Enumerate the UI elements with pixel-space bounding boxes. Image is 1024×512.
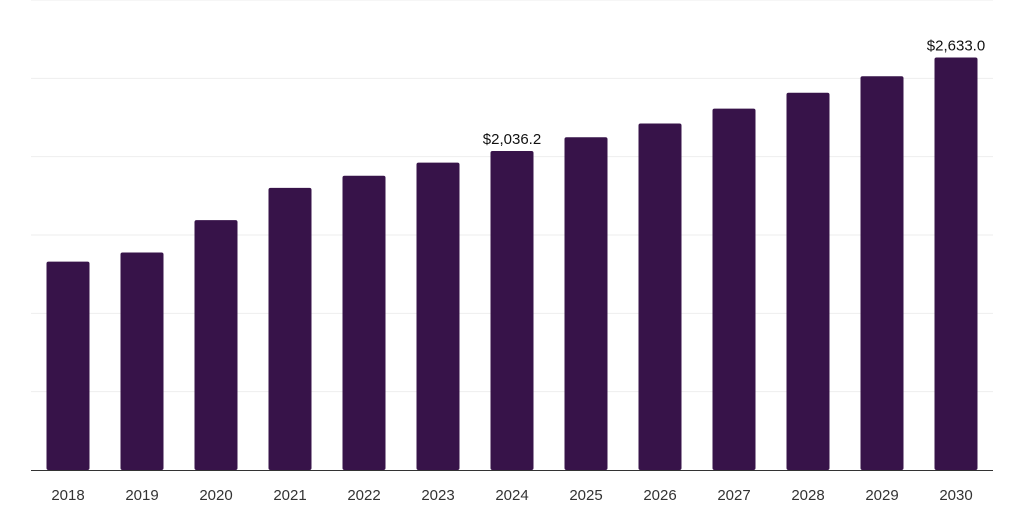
bar-2030[interactable] — [934, 57, 978, 470]
bar-2029[interactable] — [860, 76, 904, 471]
x-tick-label-2024: 2024 — [495, 487, 528, 504]
x-tick-label-2023: 2023 — [421, 487, 454, 504]
x-tick-label-2022: 2022 — [347, 487, 380, 504]
bar-2020[interactable] — [194, 220, 238, 470]
x-axis-ticks: 2018 2019 2020 2021 2022 2023 2024 2025 2026 2027… — [51, 487, 972, 504]
bar-2026[interactable] — [638, 123, 682, 470]
data-label-2024: $2,036.2 — [483, 131, 541, 148]
bar-2019[interactable] — [120, 252, 164, 470]
bar-2025[interactable] — [564, 137, 608, 471]
data-label-2030: $2,633.0 — [927, 37, 985, 54]
bar-2021[interactable] — [268, 187, 312, 471]
bar-2018[interactable] — [46, 261, 90, 470]
x-tick-label-2018: 2018 — [51, 487, 84, 504]
bar-2023[interactable] — [416, 162, 460, 470]
bar-2027[interactable] — [712, 108, 756, 470]
x-tick-label-2028: 2028 — [791, 487, 824, 504]
x-tick-label-2025: 2025 — [569, 487, 602, 504]
bar-2028[interactable] — [786, 92, 830, 470]
x-tick-label-2026: 2026 — [643, 487, 676, 504]
data-labels: $2,036.2 $2,633.0 — [483, 37, 985, 147]
x-tick-label-2030: 2030 — [939, 487, 972, 504]
x-tick-label-2021: 2021 — [273, 487, 306, 504]
x-tick-label-2027: 2027 — [717, 487, 750, 504]
x-tick-label-2020: 2020 — [199, 487, 232, 504]
bar-2024[interactable] — [490, 150, 534, 470]
x-tick-label-2019: 2019 — [125, 487, 158, 504]
bars — [46, 57, 978, 471]
bar-2022[interactable] — [342, 175, 386, 470]
x-tick-label-2029: 2029 — [865, 487, 898, 504]
